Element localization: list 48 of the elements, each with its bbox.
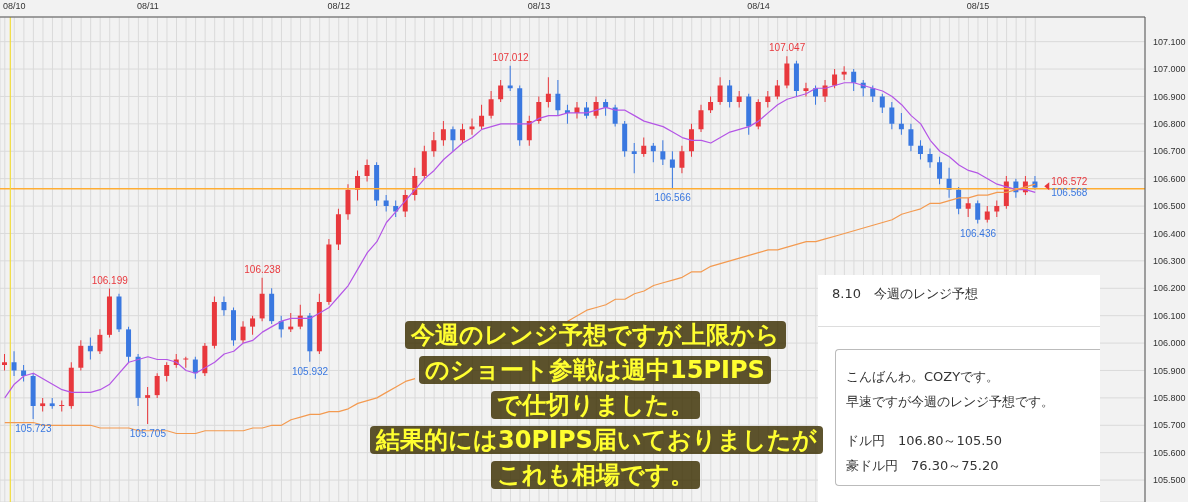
annotation: こんばんわ。COZYです。	[846, 368, 1001, 386]
y-tick-label: 106.000	[1153, 338, 1186, 349]
annotation: 今週のレンジ予想ですが上限から	[404, 321, 786, 349]
y-tick-label: 105.800	[1153, 393, 1186, 404]
annotation: 107.012	[492, 51, 529, 63]
y-tick-label: 107.100	[1153, 36, 1186, 47]
annotation: 結果的には30PIPS届いておりましたが	[370, 426, 823, 454]
annotation: これも相場です。	[490, 461, 700, 489]
candlestick	[145, 386, 151, 424]
y-tick-label: 105.600	[1153, 447, 1186, 458]
y-tick-label: 106.200	[1153, 283, 1186, 294]
annotation: ドル円 106.80～105.50	[846, 432, 1003, 450]
y-tick-label: 106.300	[1153, 256, 1186, 267]
annotation: のショート参戦は週中15PIPS	[419, 356, 771, 384]
y-tick-label: 105.500	[1153, 475, 1186, 486]
annotation: 106.436	[959, 227, 997, 239]
annotation: 豪ドル円 76.30～75.20	[846, 457, 1000, 475]
y-tick-label: 105.700	[1153, 420, 1186, 431]
annotation: 8.10 今週のレンジ予想	[818, 275, 1100, 327]
annotation: 106.572	[1051, 176, 1088, 188]
candlestick	[183, 356, 189, 368]
y-tick-label: 106.100	[1153, 310, 1186, 321]
x-tick-label: 08/13	[527, 1, 551, 11]
annotation: 早速ですが今週のレンジ予想です。	[846, 393, 1055, 411]
annotation: 105.705	[129, 427, 167, 439]
y-tick-label: 107.000	[1153, 64, 1186, 75]
x-tick-label: 08/10	[3, 1, 26, 11]
annotation: 106.568	[1051, 187, 1088, 199]
candlestick	[631, 143, 637, 174]
x-tick-label: 08/15	[966, 1, 990, 11]
annotation: で仕切りました。	[490, 391, 700, 419]
annotation: 106.566	[654, 191, 692, 203]
candlestick	[59, 400, 65, 412]
x-tick-label: 08/11	[136, 1, 159, 11]
y-tick-label: 106.800	[1153, 119, 1186, 130]
annotation: 107.047	[769, 42, 806, 54]
annotation: 105.723	[15, 422, 52, 434]
annotation: 105.932	[292, 365, 329, 377]
annotation: 106.199	[91, 274, 129, 286]
annotation: 106.238	[244, 263, 281, 275]
y-tick-label: 105.900	[1153, 365, 1186, 376]
y-tick-label: 106.400	[1153, 228, 1186, 239]
x-tick-label: 08/12	[327, 1, 350, 11]
y-tick-label: 106.700	[1153, 146, 1186, 157]
y-tick-label: 106.900	[1153, 91, 1186, 102]
y-tick-label: 106.500	[1153, 201, 1186, 212]
y-tick-label: 106.600	[1153, 173, 1186, 184]
x-tick-label: 08/14	[747, 1, 770, 11]
